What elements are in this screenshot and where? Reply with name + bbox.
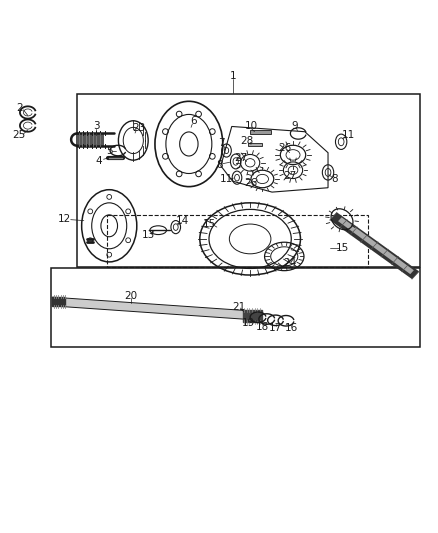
Text: 9: 9 <box>291 122 297 132</box>
Text: 23: 23 <box>131 123 145 133</box>
Text: 21: 21 <box>232 302 245 312</box>
Text: 17: 17 <box>268 323 282 333</box>
Polygon shape <box>52 297 254 320</box>
Text: 27: 27 <box>282 171 296 181</box>
Polygon shape <box>337 217 413 274</box>
Text: 16: 16 <box>284 323 298 333</box>
Text: 15: 15 <box>335 243 348 253</box>
Polygon shape <box>242 310 262 321</box>
Bar <box>250 130 271 134</box>
Text: 2: 2 <box>16 103 22 113</box>
Text: 1: 1 <box>229 71 235 81</box>
Text: 14: 14 <box>175 215 188 225</box>
Text: 20: 20 <box>124 291 138 301</box>
Text: 24: 24 <box>282 258 296 268</box>
Bar <box>77 133 103 146</box>
Text: 26: 26 <box>278 143 291 154</box>
Text: 19: 19 <box>242 318 255 328</box>
Text: 28: 28 <box>240 136 253 146</box>
Text: 18: 18 <box>255 322 268 332</box>
Polygon shape <box>329 212 418 279</box>
Text: 4: 4 <box>95 156 102 166</box>
Text: 10: 10 <box>244 122 257 132</box>
Text: 25: 25 <box>12 130 26 140</box>
Text: 8: 8 <box>215 159 223 169</box>
Text: 27: 27 <box>233 153 247 163</box>
Text: 11: 11 <box>341 130 354 140</box>
Text: 12: 12 <box>57 214 71 224</box>
Text: 8: 8 <box>330 174 337 184</box>
Text: 7: 7 <box>218 138 225 148</box>
Text: 6: 6 <box>190 116 196 126</box>
Bar <box>247 143 261 146</box>
Text: 11: 11 <box>219 174 233 184</box>
Text: 26: 26 <box>244 179 257 188</box>
Text: 15: 15 <box>202 219 215 229</box>
Text: 3: 3 <box>92 122 99 132</box>
Text: 5: 5 <box>106 146 112 156</box>
Text: 13: 13 <box>141 230 155 240</box>
Polygon shape <box>52 297 65 306</box>
